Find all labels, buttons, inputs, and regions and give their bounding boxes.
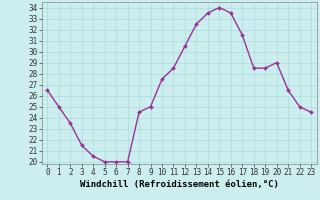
X-axis label: Windchill (Refroidissement éolien,°C): Windchill (Refroidissement éolien,°C) [80,180,279,189]
